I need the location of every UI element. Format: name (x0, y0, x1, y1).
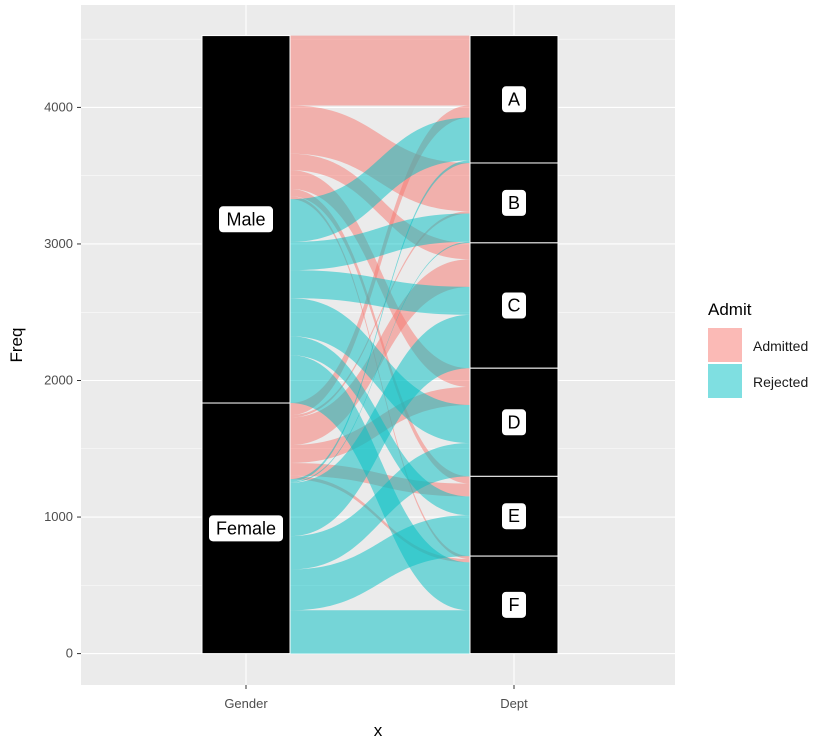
flow-male-b-admitted (290, 105, 470, 212)
stratum-label-e: E (508, 506, 520, 526)
flow-female-b-admitted (290, 211, 470, 418)
flow-female-e-rejected (290, 515, 470, 611)
stratum-label-c: C (508, 296, 521, 316)
flow-female-f-rejected (290, 610, 470, 654)
stratum-label-female: Female (216, 518, 276, 538)
flow-female-b-rejected (290, 241, 470, 483)
y-tick-label: 0 (66, 646, 73, 661)
flow-ribbons (290, 35, 470, 654)
x-tick-label: Gender (224, 696, 268, 711)
x-tick-label: Dept (500, 696, 528, 711)
stratum-label-box-b (502, 189, 526, 216)
stratum-label-f: F (509, 595, 520, 615)
strata: Male Female A B C D E F (201, 35, 559, 655)
stratum-label-box-a (502, 86, 526, 113)
stratum-label-box-female (209, 515, 283, 542)
y-tick-label: 3000 (44, 236, 73, 251)
y-tick-label: 1000 (44, 509, 73, 524)
legend-key-admitted (708, 328, 742, 362)
stratum-label-male: Male (226, 209, 265, 229)
flow-male-e-admitted (290, 188, 470, 484)
flow-female-c-rejected (290, 314, 470, 537)
legend-label-rejected: Rejected (753, 374, 808, 390)
y-axis-title: Freq (7, 328, 26, 363)
stratum-label-box-e (502, 503, 526, 530)
stratum-label-d: D (508, 412, 521, 432)
legend-title: Admit (708, 300, 752, 319)
y-tick-label: 4000 (44, 99, 73, 114)
stratum-label-box-c (502, 292, 526, 319)
stratum-label-a: A (508, 89, 520, 109)
stratum-label-box-male (219, 206, 273, 233)
stratum-label-b: B (508, 193, 520, 213)
flow-male-b-rejected (290, 213, 470, 271)
x-axis: Gender Dept (224, 685, 528, 711)
flow-male-a-admitted (290, 35, 470, 106)
legend-key-rejected (708, 364, 742, 398)
y-tick-label: 2000 (44, 373, 73, 388)
flow-female-a-rejected (290, 160, 470, 482)
legend-label-admitted: Admitted (753, 338, 808, 354)
stratum-label-box-f (502, 591, 526, 618)
legend: Admit Admitted Rejected (708, 300, 808, 398)
x-axis-title: x (374, 721, 383, 740)
flow-male-a-rejected (290, 117, 470, 242)
flow-male-d-rejected (290, 298, 470, 444)
flow-female-d-rejected (290, 443, 470, 570)
flow-male-c-admitted (290, 153, 470, 260)
stratum-label-box-d (502, 409, 526, 436)
flow-female-a-admitted (290, 105, 470, 416)
y-axis: 0 1000 2000 3000 4000 (44, 99, 81, 661)
flow-male-c-rejected (290, 270, 470, 315)
